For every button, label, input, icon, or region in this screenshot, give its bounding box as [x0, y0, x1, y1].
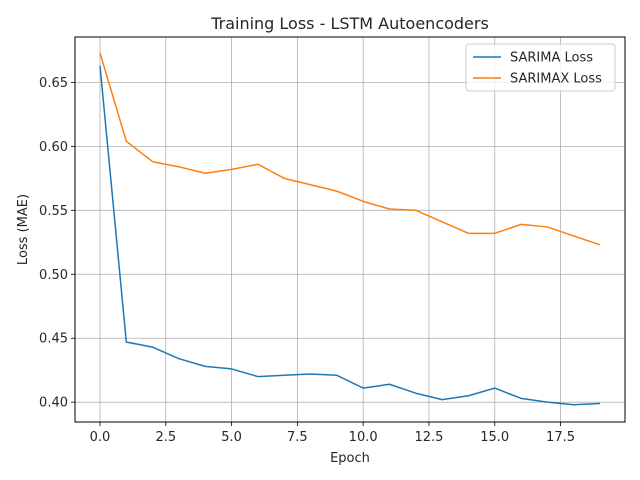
y-tick-label: 0.50	[39, 268, 68, 283]
legend-entry-label: SARIMA Loss	[510, 51, 593, 66]
legend: SARIMA Loss SARIMAX Loss	[465, 43, 616, 92]
x-axis-label: Epoch	[330, 451, 370, 466]
x-tick-label: 10.0	[349, 430, 378, 445]
x-tick-label: 15.0	[480, 430, 509, 445]
chart-title: Training Loss - LSTM Autoencoders	[210, 14, 489, 33]
x-tick-label: 0.0	[90, 430, 111, 445]
legend-box	[465, 43, 616, 92]
plot-frame	[74, 36, 626, 423]
grid	[75, 37, 625, 422]
y-tick-label: 0.65	[39, 76, 68, 91]
series-line-0	[99, 65, 601, 406]
x-tick-label: 2.5	[155, 430, 176, 445]
x-tick-label: 7.5	[287, 430, 308, 445]
series-line-1	[99, 52, 601, 246]
x-tick-label: 5.0	[221, 430, 242, 445]
x-axis-ticks: 0.0 2.5 5.0 7.5 10.0 12.5 15.0 17.5	[90, 422, 575, 445]
y-tick-label: 0.45	[39, 332, 68, 347]
y-axis-ticks: 0.40 0.45 0.50 0.55 0.60 0.65	[39, 76, 75, 411]
series-lines	[99, 52, 601, 406]
y-tick-label: 0.60	[39, 140, 68, 155]
y-tick-label: 0.55	[39, 204, 68, 219]
y-tick-label: 0.40	[39, 396, 68, 411]
x-tick-label: 12.5	[414, 430, 443, 445]
x-tick-label: 17.5	[546, 430, 575, 445]
y-axis-label: Loss (MAE)	[16, 194, 31, 265]
legend-entry-label: SARIMAX Loss	[510, 72, 602, 87]
